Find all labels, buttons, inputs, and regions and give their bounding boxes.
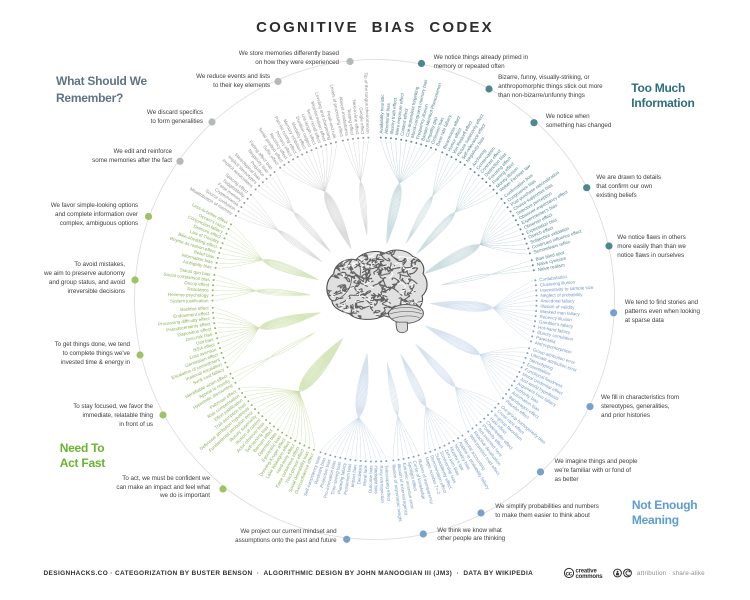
svg-text:Confabulation: Confabulation <box>539 274 568 282</box>
svg-text:Context effect: Context effect <box>399 107 409 136</box>
svg-text:Masked man fallacy: Masked man fallacy <box>540 309 581 317</box>
svg-text:Recency illusion: Recency illusion <box>539 314 572 322</box>
svg-text:Endowment effect: Endowment effect <box>173 311 210 319</box>
svg-text:Insensitivity to sample size: Insensitivity to sample size <box>540 285 594 293</box>
svg-text:Spotlight effect: Spotlight effect <box>407 461 418 492</box>
svg-text:Social comparison bias: Social comparison bias <box>163 272 210 283</box>
svg-text:Neglect of probability: Neglect of probability <box>540 292 583 298</box>
svg-text:IKEA effect: IKEA effect <box>193 342 216 353</box>
svg-text:Telescoping effect: Telescoping effect <box>384 465 392 502</box>
svg-text:Impact bias: Impact bias <box>350 463 358 487</box>
svg-text:Reverse psychology: Reverse psychology <box>168 292 209 298</box>
svg-text:Outcome bias: Outcome bias <box>368 465 374 494</box>
svg-text:System justification: System justification <box>170 298 209 303</box>
svg-text:creative: creative <box>576 568 598 574</box>
svg-text:Tip of the tongue phenomenon: Tip of the tongue phenomenon <box>363 72 370 134</box>
svg-text:Anecdotal fallacy: Anecdotal fallacy <box>540 298 575 303</box>
svg-text:Illusion of asymmetric insight: Illusion of asymmetric insight <box>391 464 403 522</box>
svg-text:Absent-mindedness: Absent-mindedness <box>338 96 350 137</box>
svg-text:Reactance: Reactance <box>187 286 209 292</box>
svg-text:Next-in-line effect: Next-in-line effect <box>352 99 361 135</box>
svg-text:Backfire effect: Backfire effect <box>180 305 209 311</box>
svg-text:Naive realism: Naive realism <box>537 262 565 272</box>
svg-text:Naive cynicism: Naive cynicism <box>536 256 567 267</box>
svg-text:Testing effect: Testing effect <box>346 108 355 136</box>
svg-text:Illusory truth effect: Illusory truth effect <box>389 97 398 135</box>
svg-text:Illusion of validity: Illusion of validity <box>540 304 575 310</box>
svg-text:Rosy retrospection: Rosy retrospection <box>379 465 386 503</box>
svg-text:Moral luck: Moral luck <box>362 464 368 485</box>
svg-text:Pareidolia: Pareidolia <box>536 335 557 345</box>
svg-text:Pseudocertainty effect: Pseudocertainty effect <box>166 321 211 333</box>
svg-text:Clustering illusion: Clustering illusion <box>540 279 576 287</box>
svg-text:commons: commons <box>576 574 604 580</box>
svg-text:cc: cc <box>566 570 573 577</box>
svg-text:Hindsight bias: Hindsight bias <box>374 465 379 494</box>
svg-text:Status quo bias: Status quo bias <box>179 267 211 277</box>
svg-text:Planning fallacy: Planning fallacy <box>337 462 348 495</box>
svg-text:Mere exposure effect: Mere exposure effect <box>394 92 405 135</box>
svg-text:Belief bias: Belief bias <box>193 249 215 259</box>
svg-text:Hot-hand fallacy: Hot-hand fallacy <box>538 325 572 335</box>
svg-text:Unit bias: Unit bias <box>196 337 215 346</box>
svg-text:Declinism: Declinism <box>356 464 363 484</box>
svg-text:Zero-risk bias: Zero-risk bias <box>185 331 213 342</box>
svg-text:Peak-end rule: Peak-end rule <box>326 111 338 140</box>
svg-text:Gambler's fallacy: Gambler's fallacy <box>539 319 574 329</box>
svg-text:Availability heuristic: Availability heuristic <box>379 94 386 134</box>
svg-text:Pessimism bias: Pessimism bias <box>343 463 353 495</box>
svg-text:Attentional bias: Attentional bias <box>384 102 391 134</box>
svg-text:Processing difficulty effect: Processing difficulty effect <box>158 316 211 327</box>
svg-text:Disposition effect: Disposition effect <box>177 326 212 337</box>
svg-text:Ambiguity bias: Ambiguity bias <box>182 259 212 270</box>
svg-text:Google effect: Google effect <box>359 107 366 135</box>
svg-text:Decoy effect: Decoy effect <box>184 280 210 287</box>
